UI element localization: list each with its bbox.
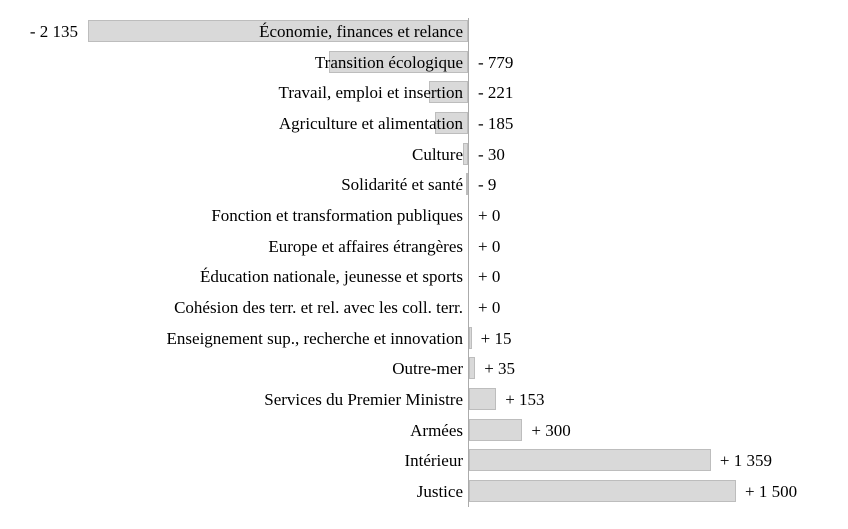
value-label: + 15 <box>480 328 512 348</box>
value-label: + 0 <box>478 298 501 318</box>
value-label: - 30 <box>478 144 505 164</box>
value-label: - 9 <box>478 175 497 195</box>
value-label: + 300 <box>531 420 571 440</box>
bar <box>469 388 497 411</box>
category-label: Culture <box>412 144 463 164</box>
bar <box>469 480 736 503</box>
category-label: Solidarité et santé <box>341 175 463 195</box>
category-label: Armées <box>410 420 463 440</box>
category-label: Transition écologique <box>314 52 463 72</box>
bar <box>87 20 468 42</box>
bar <box>329 50 468 73</box>
zero-axis-line <box>468 18 469 507</box>
value-label: + 0 <box>478 206 501 226</box>
category-label: Enseignement sup., recherche et innovati… <box>166 328 463 348</box>
bar <box>469 449 711 472</box>
category-label: Fonction et transformation publiques <box>211 206 463 226</box>
value-label: + 0 <box>478 236 501 256</box>
category-label: Outre-mer <box>392 359 463 379</box>
value-label: + 35 <box>484 359 516 379</box>
bar <box>462 142 468 165</box>
category-label: Cohésion des terr. et rel. avec les coll… <box>174 298 463 318</box>
category-label: Agriculture et alimentation <box>278 114 463 133</box>
value-label: - 221 <box>478 83 514 103</box>
bar <box>428 81 468 104</box>
bar <box>435 112 468 134</box>
value-label: - 2 135 <box>29 22 78 41</box>
value-label: + 1 359 <box>719 451 772 471</box>
category-label: Intérieur <box>404 451 463 471</box>
category-label: Europe et affaires étrangères <box>268 236 463 256</box>
value-label: + 1 500 <box>745 482 798 502</box>
category-label: Éducation nationale, jeunesse et sports <box>200 267 463 287</box>
bar <box>469 326 472 349</box>
value-label: - 779 <box>478 52 514 72</box>
value-label: + 153 <box>505 390 545 410</box>
value-label: + 0 <box>478 267 501 287</box>
category-label: Services du Premier Ministre <box>264 390 463 410</box>
bar <box>466 173 469 196</box>
bar <box>469 418 523 441</box>
category-label: Justice <box>416 482 463 502</box>
category-label: Économie, finances et relance <box>259 22 463 41</box>
bar <box>469 357 476 380</box>
category-label: Travail, emploi et insertion <box>278 83 463 103</box>
value-label: - 185 <box>478 114 514 133</box>
